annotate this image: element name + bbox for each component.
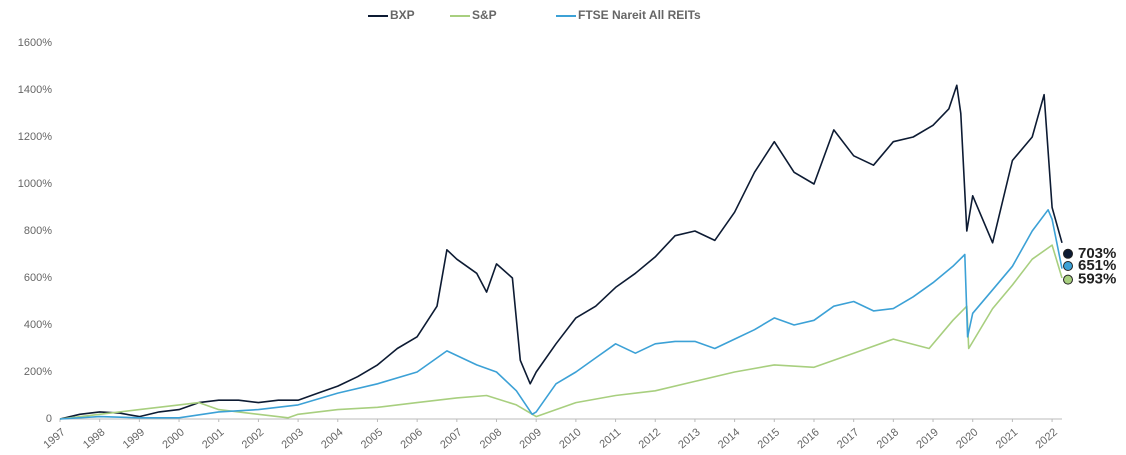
- x-tick-label: 2003: [279, 426, 305, 451]
- x-tick-label: 2018: [875, 426, 901, 451]
- x-tick-label: 2014: [716, 426, 742, 451]
- end-label: 651%: [1078, 257, 1116, 274]
- end-marker: [1063, 248, 1073, 259]
- x-tick-label: 2013: [676, 426, 702, 451]
- y-tick-label: 1400%: [18, 84, 52, 96]
- y-tick-label: 200%: [24, 366, 52, 378]
- y-tick-label: 1000%: [18, 178, 52, 190]
- x-tick-label: 2010: [557, 426, 583, 451]
- x-tick-label: 2012: [637, 426, 663, 451]
- x-tick-label: 2004: [319, 426, 345, 451]
- legend-label: FTSE Nareit All REITs: [578, 8, 701, 22]
- y-tick-label: 600%: [24, 272, 52, 284]
- x-tick-label: 2006: [398, 426, 424, 451]
- legend-label: S&P: [472, 8, 497, 22]
- end-marker: [1063, 261, 1073, 272]
- legend-label: BXP: [390, 8, 415, 22]
- x-tick-label: 2005: [359, 426, 385, 451]
- y-tick-label: 1600%: [18, 37, 52, 49]
- end-label: 703%: [1078, 245, 1116, 262]
- x-tick-label: 2002: [240, 426, 266, 451]
- x-tick-label: 2000: [160, 426, 186, 451]
- x-tick-label: 2008: [478, 426, 504, 451]
- series-line: [59, 84, 1063, 420]
- x-tick-label: 2017: [835, 426, 861, 451]
- y-tick-label: 400%: [24, 319, 52, 331]
- series-line: [59, 244, 1063, 420]
- x-tick-label: 1999: [121, 426, 147, 451]
- series-line: [59, 209, 1063, 420]
- x-tick-label: 2019: [914, 426, 940, 451]
- x-tick-label: 1998: [81, 426, 107, 451]
- x-tick-label: 2021: [994, 426, 1020, 451]
- end-label: 593%: [1078, 271, 1116, 288]
- end-marker: [1063, 274, 1073, 285]
- x-tick-label: 1997: [41, 426, 67, 451]
- x-tick-label: 2015: [756, 426, 782, 451]
- y-tick-label: 1200%: [18, 131, 52, 143]
- x-tick-label: 2016: [795, 426, 821, 451]
- x-tick-label: 2022: [1033, 426, 1059, 451]
- x-tick-label: 2011: [598, 426, 624, 450]
- x-tick-label: 2001: [200, 426, 226, 451]
- x-tick-label: 2020: [954, 426, 980, 451]
- x-tick-label: 2007: [438, 426, 464, 451]
- y-tick-label: 0: [46, 413, 52, 425]
- x-tick-label: 2009: [518, 426, 544, 451]
- y-tick-label: 800%: [24, 225, 52, 237]
